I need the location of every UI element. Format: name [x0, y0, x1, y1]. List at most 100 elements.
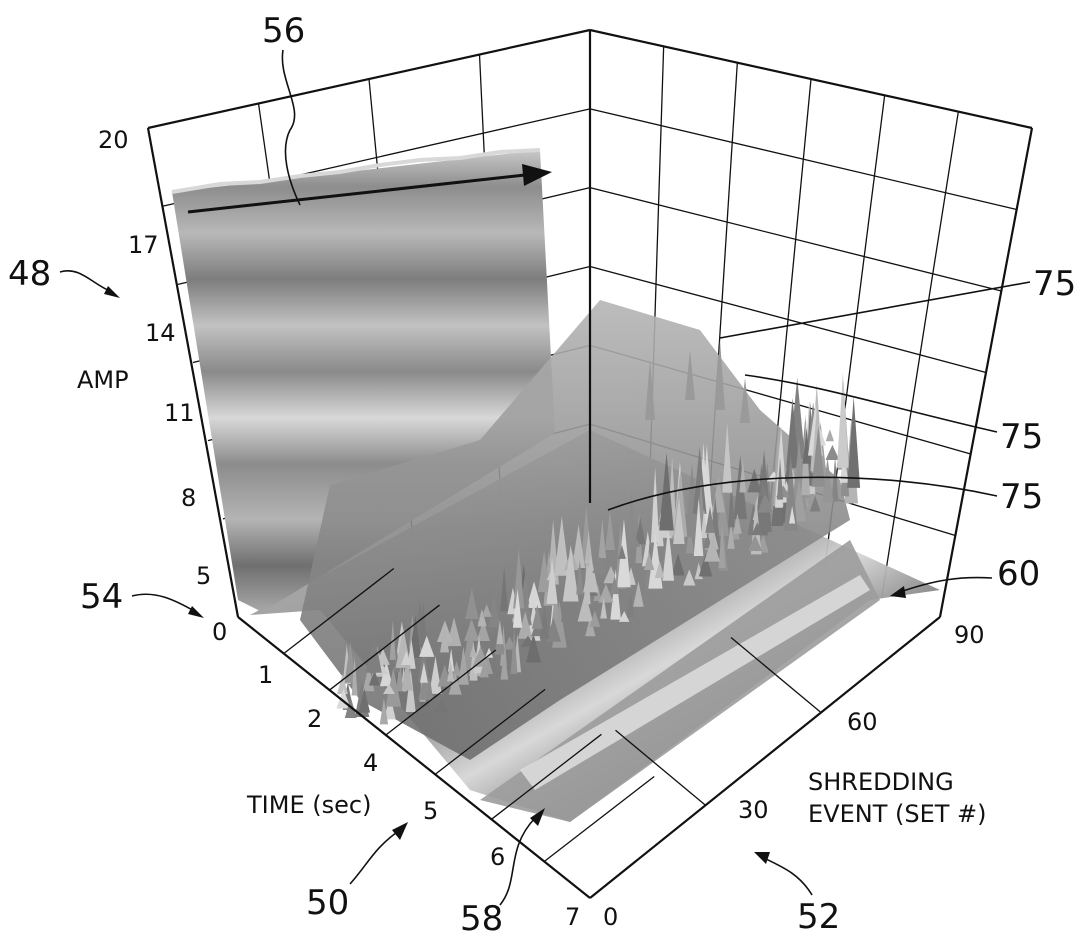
- time-tick-labels: 1 2 4 5 6 7: [258, 661, 580, 931]
- bright-band: [520, 575, 870, 790]
- noise-peak: [821, 457, 834, 503]
- leader-48-head: [104, 286, 120, 298]
- noise-peak: [617, 545, 626, 559]
- leader-75-middle: [744, 374, 998, 433]
- noise-peak: [554, 516, 570, 576]
- leader-60: [899, 576, 993, 593]
- noise-peak: [654, 560, 665, 579]
- noise-peak: [476, 620, 490, 641]
- time-floor-tick: [329, 604, 440, 691]
- noise-peak: [733, 513, 742, 534]
- noise-peak: [650, 466, 660, 543]
- z-axis-label: AMP: [77, 366, 129, 394]
- noise-peak: [789, 506, 796, 524]
- tall-peak: [605, 510, 615, 550]
- noise-peak: [525, 633, 542, 663]
- noise-peak: [531, 621, 541, 637]
- leader-75-top: [719, 281, 1031, 339]
- ref-54: 54: [80, 577, 123, 617]
- ref-56: 56: [262, 11, 305, 51]
- x-tick-5: 6: [490, 843, 505, 871]
- noise-peak: [610, 569, 621, 620]
- noise-peak: [847, 396, 861, 488]
- noise-peak: [412, 658, 422, 673]
- noise-peak: [464, 619, 480, 641]
- noise-peak: [384, 694, 396, 720]
- z-tick-0: 0: [212, 618, 227, 646]
- z-tick-labels: 0 5 8 11 14 17 20: [98, 126, 227, 646]
- noise-peak: [618, 610, 630, 622]
- ref-50: 50: [306, 883, 349, 923]
- y-tick-1: 30: [738, 796, 769, 824]
- noise-peak: [634, 517, 646, 545]
- noise-peak: [718, 522, 726, 569]
- y-tick-3: 90: [954, 621, 985, 649]
- noise-peak: [472, 646, 489, 667]
- y-axis-label-line1: SHREDDING: [808, 768, 954, 796]
- noise-peak: [479, 661, 489, 678]
- noise-peak: [809, 495, 821, 512]
- noise-peak: [469, 644, 477, 657]
- event-floor-tick: [730, 637, 822, 714]
- leader-58: [499, 817, 536, 906]
- noise-peak: [704, 536, 721, 562]
- noise-peak: [783, 455, 798, 531]
- noise-peak: [537, 550, 551, 593]
- noise-peak: [448, 648, 455, 672]
- noise-peak: [336, 674, 349, 695]
- z-tick-3: 11: [164, 399, 195, 427]
- leader-54-head: [188, 606, 204, 618]
- time-floor-tick: [491, 733, 602, 820]
- noise-peak: [757, 491, 773, 513]
- noise-peak: [517, 611, 533, 639]
- noise-peak: [513, 547, 525, 609]
- noise-peak: [685, 526, 695, 554]
- noise-peak: [722, 422, 733, 493]
- leader-48: [59, 270, 113, 293]
- noise-peak: [526, 581, 542, 608]
- leader-52: [763, 857, 813, 896]
- noise-peak: [383, 683, 395, 694]
- noise-peak: [447, 660, 455, 682]
- leader-60-head: [890, 586, 906, 598]
- time-axis-line: [237, 616, 591, 899]
- x-axis-label: TIME (sec): [246, 791, 371, 819]
- noise-peak: [598, 583, 614, 603]
- noise-peak: [836, 372, 849, 468]
- noise-peak: [401, 656, 413, 691]
- tall-peak: [715, 340, 725, 410]
- noise-peak: [698, 553, 713, 577]
- tall-peak: [685, 350, 695, 400]
- noise-peak: [426, 676, 434, 701]
- ref-58: 58: [460, 899, 503, 939]
- arrow-head: [522, 164, 552, 186]
- top-right-edge: [589, 28, 1033, 130]
- noise-peak: [385, 667, 402, 707]
- reference-annotations: 56 48 54 50 58 52 60 75 75 75: [8, 11, 1076, 939]
- noise-peak: [583, 554, 599, 593]
- y-axis-label-line2: EVENT (SET #): [808, 800, 987, 828]
- tall-peak: [740, 378, 750, 423]
- noise-peaks: [336, 340, 861, 725]
- noise-peak: [512, 588, 523, 628]
- z-tick-1: 5: [196, 562, 211, 590]
- noise-peak: [477, 609, 487, 627]
- noise-peak: [452, 661, 462, 677]
- noise-peak: [517, 581, 532, 626]
- noise-peak: [739, 458, 747, 493]
- leader-75-lower: [607, 476, 998, 511]
- noise-peak: [705, 506, 715, 533]
- noise-peak: [417, 645, 430, 682]
- y-tick-0: 0: [603, 903, 618, 931]
- noise-peak: [503, 636, 516, 650]
- event-floor-tick: [615, 729, 706, 806]
- noisy-peak-region: [300, 300, 850, 760]
- ref-75-middle: 75: [1000, 417, 1043, 457]
- surface: [171, 148, 940, 822]
- noise-peak: [825, 429, 834, 442]
- noise-peak: [609, 576, 620, 595]
- x-tick-2: 2: [307, 705, 322, 733]
- noise-peak: [510, 628, 518, 674]
- noise-peak: [457, 646, 469, 685]
- noise-peak: [419, 662, 428, 683]
